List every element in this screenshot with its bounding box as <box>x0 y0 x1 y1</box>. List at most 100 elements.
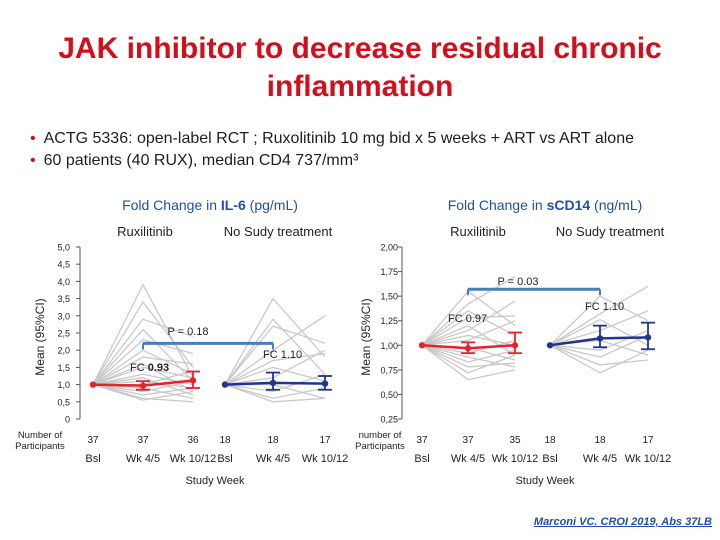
participant-count: 18 <box>267 435 279 446</box>
individual-participant-line <box>549 344 649 366</box>
individual-participant-line <box>421 344 516 368</box>
y-tick-label: 2,5 <box>57 329 70 339</box>
individual-participant-line <box>92 377 194 396</box>
individual-participant-line <box>224 315 326 386</box>
bullet-text: 60 patients (40 RUX), median CD4 737/mm³ <box>43 152 359 169</box>
group-label: No Sudy treatment <box>224 224 333 239</box>
x-axis-label: Study Week <box>515 475 575 487</box>
mean-point <box>511 342 519 349</box>
individual-participant-line <box>549 334 649 358</box>
pvalue-label: P = 0.03 <box>497 276 538 288</box>
x-tick-label: Wk 4/5 <box>583 453 617 465</box>
individual-participant-line <box>92 300 194 385</box>
individual-participant-line <box>224 352 326 386</box>
bullet-text: ACTG 5336: open-label RCT ; Ruxolitinib … <box>43 130 634 147</box>
y-tick-label: 4,0 <box>57 277 70 287</box>
mean-point <box>321 380 329 387</box>
individual-participant-line <box>92 356 194 386</box>
citation-footnote[interactable]: Marconi VC. CROI 2019, Abs 37LB <box>533 516 712 528</box>
participant-count: 36 <box>187 435 199 446</box>
participant-count: 18 <box>544 435 556 446</box>
y-tick-label: 1,00 <box>380 341 398 351</box>
group-label: Ruxilitinib <box>450 224 506 239</box>
individual-participant-line <box>224 373 326 393</box>
individual-participant-line <box>224 325 326 386</box>
y-tick-label: 3,0 <box>57 311 70 321</box>
x-tick-label: Bsl <box>414 453 429 465</box>
fold-change-value: 0.93 <box>148 362 169 374</box>
participant-count: 17 <box>642 435 654 446</box>
mean-point <box>546 342 554 349</box>
y-tick-label: 2,0 <box>57 346 70 356</box>
x-tick-label: Wk 4/5 <box>451 453 485 465</box>
title-line-1: JAK inhibitor to decrease residual chron… <box>58 32 662 65</box>
individual-participant-line <box>92 366 194 386</box>
participants-label: Number of <box>18 430 63 441</box>
mean-point <box>189 377 197 384</box>
y-tick-label: 3,5 <box>57 294 70 304</box>
mean-point <box>418 342 426 349</box>
bullet-item: • 60 patients (40 RUX), median CD4 737/mm… <box>30 150 720 172</box>
individual-participant-line <box>421 300 516 346</box>
chart-title-prefix: Fold Change in <box>448 197 547 213</box>
bullet-icon: • <box>30 152 36 169</box>
pvalue-label: P = 0.18 <box>167 326 208 338</box>
individual-participant-line <box>421 275 516 346</box>
x-tick-label: Bsl <box>85 453 100 465</box>
y-tick-label: 1,0 <box>57 380 70 390</box>
chart-title-prefix: Fold Change in <box>122 197 221 213</box>
fold-change-label: FC 1.10 <box>585 301 624 313</box>
individual-participant-line <box>421 315 516 346</box>
bullet-item: • ACTG 5336: open-label RCT ; Ruxolitinib… <box>30 128 720 150</box>
individual-participant-line <box>421 344 516 368</box>
participant-count: 35 <box>509 435 521 446</box>
participant-count: 37 <box>137 435 149 446</box>
chart-title-suffix: (ng/mL) <box>590 197 642 213</box>
individual-participant-line <box>421 344 516 381</box>
mean-point <box>464 345 472 352</box>
y-tick-label: 1,50 <box>380 292 398 302</box>
chart-title-marker: sCD14 <box>547 197 591 213</box>
slide-title: JAK inhibitor to decrease residual chron… <box>0 30 720 106</box>
x-axis-label: Study Week <box>185 475 245 487</box>
y-tick-label: 0 <box>65 415 70 425</box>
y-tick-label: 4,5 <box>57 260 70 270</box>
fold-change-prefix: FC <box>130 362 148 374</box>
mean-point <box>269 379 277 387</box>
y-tick-label: 5,0 <box>57 243 70 253</box>
individual-participant-line <box>92 383 194 401</box>
mean-point <box>139 382 147 389</box>
y-tick-label: 0,75 <box>380 365 398 375</box>
y-tick-label: 0,50 <box>380 390 398 400</box>
chart-title-marker: IL-6 <box>221 197 246 213</box>
y-tick-label: 1,25 <box>380 316 398 326</box>
y-axis-label: Mean (95%CI) <box>33 298 47 375</box>
x-tick-label: Wk 10/12 <box>625 453 671 465</box>
y-tick-label: 0,5 <box>57 397 70 407</box>
fold-change-label: FC 0.93 <box>130 362 169 374</box>
group-label: No Sudy treatment <box>556 224 665 239</box>
individual-participant-line <box>92 380 194 393</box>
group-label: Ruxilitinib <box>117 224 173 239</box>
individual-participant-line <box>224 383 326 400</box>
individual-participant-line <box>549 344 649 374</box>
individual-participant-line <box>549 285 649 346</box>
individual-participant-line <box>92 383 194 396</box>
x-tick-label: Wk 4/5 <box>256 453 290 465</box>
participants-label-cont: Participants <box>355 441 405 452</box>
fold-change-label: FC 0.97 <box>448 313 487 325</box>
individual-participant-line <box>92 339 194 386</box>
x-tick-label: Bsl <box>217 453 232 465</box>
x-tick-label: Wk 10/12 <box>492 453 538 465</box>
participants-label-cont: Participants <box>15 441 65 452</box>
individual-participant-line <box>421 344 516 363</box>
individual-participant-line <box>92 328 194 386</box>
individual-participant-line <box>421 334 516 346</box>
bullet-icon: • <box>30 130 36 147</box>
y-tick-label: 2,00 <box>380 243 398 253</box>
x-tick-label: Bsl <box>542 453 557 465</box>
bullet-list: • ACTG 5336: open-label RCT ; Ruxolitinib… <box>30 128 720 172</box>
mean-point <box>89 381 97 388</box>
title-line-2: inflammation <box>266 70 454 103</box>
